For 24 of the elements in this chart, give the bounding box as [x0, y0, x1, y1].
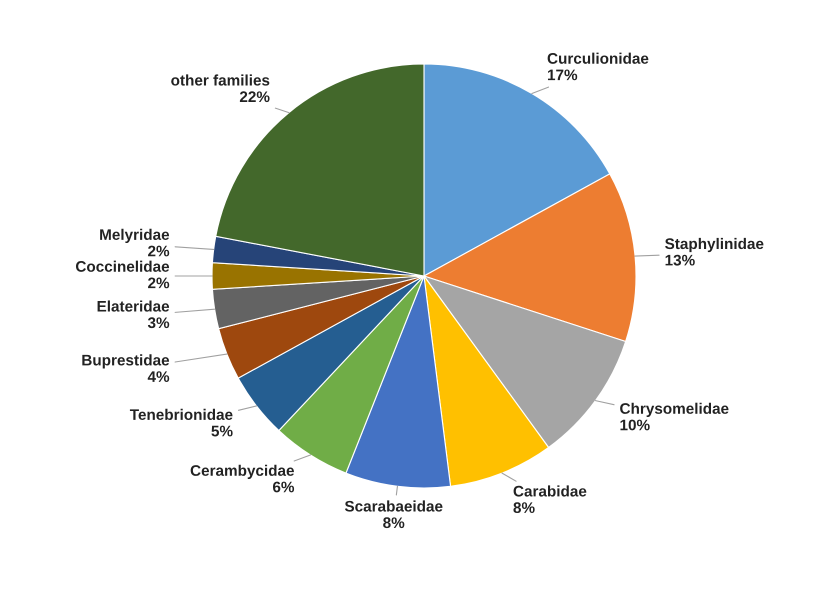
slice-label: other families — [171, 74, 270, 86]
data-label: 2% — [148, 278, 170, 288]
data-label: 8% — [383, 517, 404, 528]
slice-label: Scarabaeidae — [344, 500, 442, 512]
slice-label: Curculionidae — [548, 52, 648, 64]
data-label: 22% — [240, 91, 270, 102]
slice-label: Cerambycidae — [190, 464, 294, 479]
data-label: 3% — [148, 317, 170, 328]
slice-label: Coccinelidae — [76, 260, 170, 272]
slice-label: Staphylinidae — [665, 238, 764, 252]
data-label: 2% — [148, 246, 170, 256]
data-label: 13% — [666, 254, 695, 266]
data-label: 17% — [548, 70, 578, 80]
slice-label: Carabidae — [514, 485, 586, 497]
data-label: 5% — [211, 426, 233, 436]
data-label: 8% — [513, 502, 535, 514]
data-label: 4% — [148, 371, 170, 382]
slice-label: Melyridae — [100, 228, 170, 244]
slice-label: Tenebrionidae — [130, 408, 233, 420]
slice-label: Chrysomelidae — [620, 402, 729, 417]
slice-label: Elateridae — [98, 300, 170, 312]
data-label: 6% — [272, 482, 294, 492]
slice-label: Buprestidae — [82, 354, 170, 369]
data-label: 10% — [620, 420, 650, 430]
